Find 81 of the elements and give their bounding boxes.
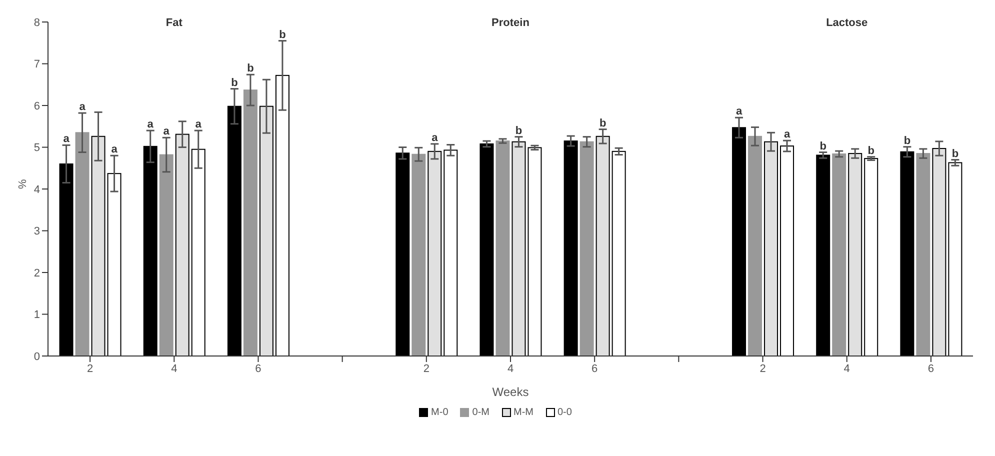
bar (412, 154, 426, 356)
data-label: b (599, 117, 606, 130)
bar (480, 143, 494, 356)
bar (764, 141, 778, 356)
x-axis-title: Weeks (492, 385, 529, 399)
bar (227, 106, 242, 356)
y-tick-label: 3 (34, 226, 40, 238)
legend-label: 0-0 (556, 407, 572, 418)
bar (528, 147, 542, 356)
bar (159, 154, 174, 356)
legend-label: M-0 (430, 407, 448, 418)
bar (848, 153, 862, 356)
data-label: a (147, 118, 154, 131)
bar (832, 153, 846, 356)
y-tick-label: 1 (34, 309, 40, 322)
y-tick-label: 5 (34, 142, 40, 154)
bar (948, 162, 962, 356)
data-label: b (515, 124, 522, 137)
data-label: a (736, 106, 743, 118)
x-tick-label: 4 (844, 362, 850, 375)
y-tick-label: 2 (34, 267, 40, 280)
bar (900, 151, 914, 356)
bar (243, 90, 258, 356)
x-tick-label: 2 (86, 362, 94, 375)
data-label: b (868, 144, 875, 157)
data-label: a (784, 128, 791, 141)
bar (428, 150, 442, 356)
x-tick-label: 4 (507, 362, 514, 375)
bar (91, 136, 106, 356)
annotation: Protein (492, 17, 530, 29)
x-tick-label: 2 (760, 362, 766, 375)
legend-label: 0-M (471, 407, 490, 418)
data-label: a (432, 132, 439, 144)
bar (612, 150, 626, 356)
data-label: a (79, 101, 86, 114)
bar (932, 148, 946, 356)
y-tick-label: 6 (34, 100, 40, 112)
bar (175, 134, 190, 356)
y-tick-label: 7 (34, 58, 40, 71)
bar (596, 136, 610, 356)
y-tick-label: 8 (34, 16, 40, 29)
data-label: a (111, 144, 118, 156)
y-tick-label: 0 (34, 350, 40, 363)
bar (864, 158, 878, 356)
x-tick-label: 6 (592, 362, 598, 375)
bar (143, 146, 158, 356)
annotation: Lactose (826, 17, 868, 29)
data-label: b (904, 134, 911, 147)
bar (259, 106, 274, 356)
bar (564, 140, 578, 356)
bar (275, 74, 290, 356)
bar (59, 163, 74, 356)
data-label: b (952, 148, 959, 160)
bar (107, 173, 122, 356)
data-label: a (163, 126, 170, 138)
x-tick-label: 2 (423, 362, 430, 375)
y-axis-title: % (16, 179, 29, 189)
bar (191, 148, 206, 356)
bar (732, 127, 746, 356)
data-label: b (279, 28, 286, 41)
data-label: a (195, 118, 202, 131)
bar (780, 145, 794, 356)
data-label: b (820, 140, 827, 152)
annotation: Fat (166, 17, 183, 29)
bar (75, 132, 90, 356)
x-tick-label: 4 (171, 362, 178, 375)
data-label: b (247, 62, 254, 75)
data-label: b (231, 76, 238, 89)
bar (580, 141, 594, 356)
x-tick-label: 6 (255, 362, 262, 375)
bar (748, 136, 762, 356)
bar (396, 152, 410, 356)
legend-label: M-M (512, 407, 534, 418)
y-tick-label: 4 (34, 184, 40, 196)
data-label: a (63, 133, 70, 146)
bar (816, 154, 830, 356)
bar (444, 150, 458, 356)
bar (496, 140, 510, 356)
x-tick-label: 6 (928, 362, 934, 375)
bar (916, 153, 930, 356)
bar (512, 141, 526, 356)
